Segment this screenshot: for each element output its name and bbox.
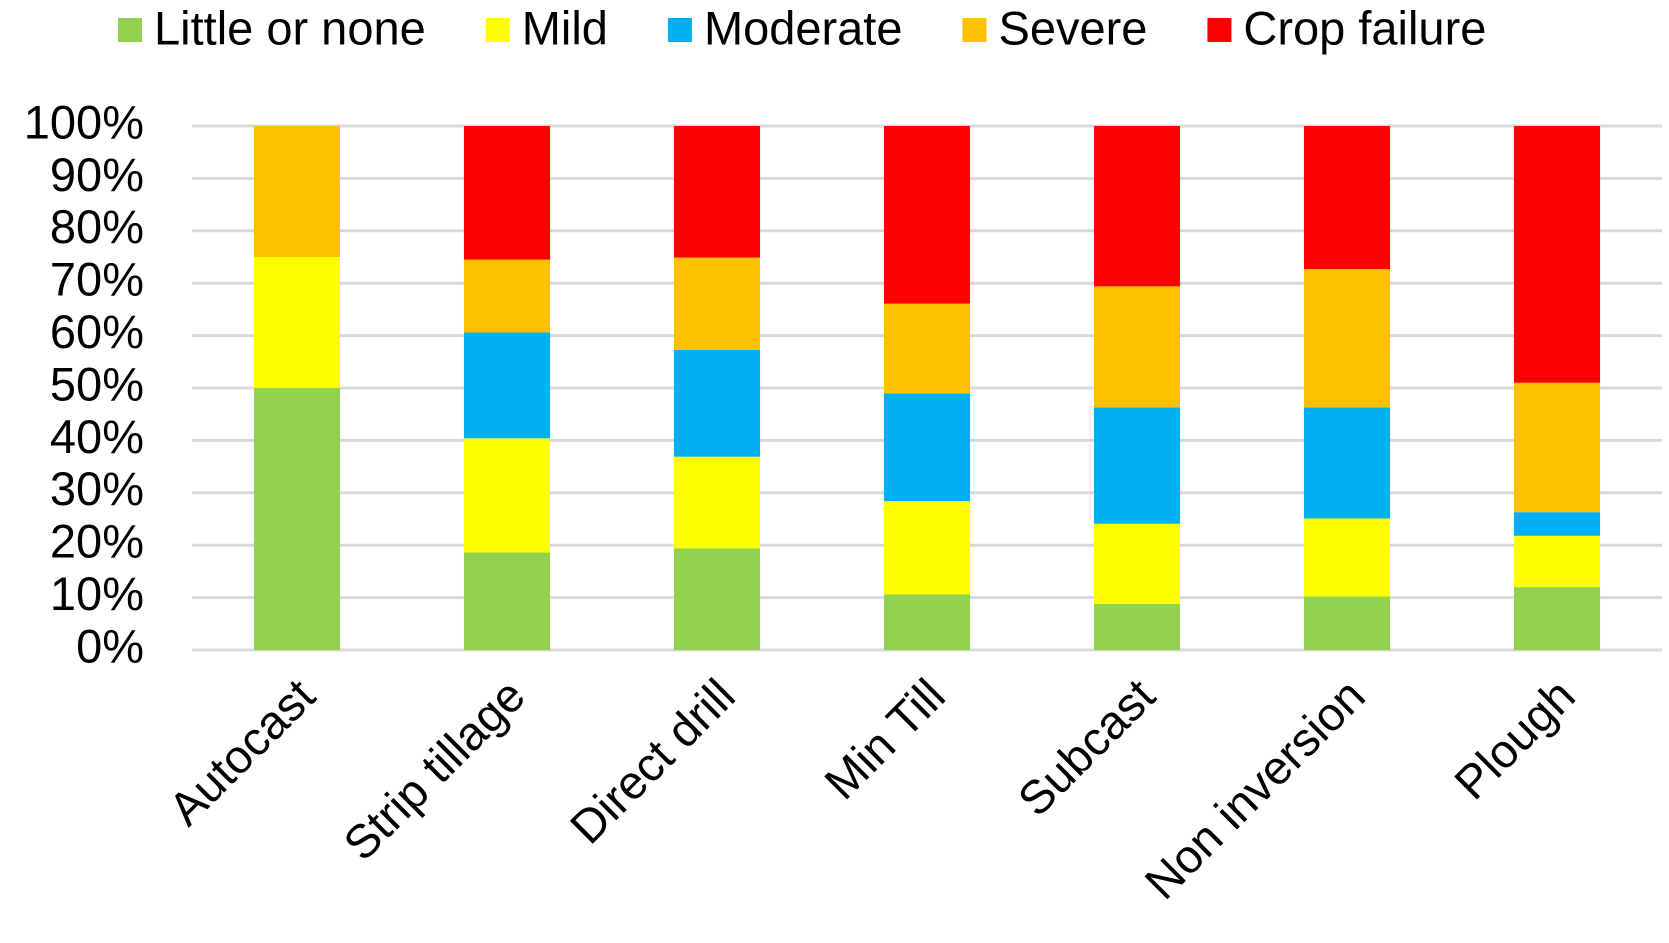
bar-segment — [1093, 407, 1181, 524]
legend-swatch — [485, 18, 510, 42]
y-tick-label: 20% — [50, 515, 144, 568]
y-tick-label: 60% — [50, 305, 144, 358]
bar-segment — [673, 126, 761, 258]
x-tick-label: Plough — [1444, 668, 1585, 809]
bar-segment — [1513, 535, 1601, 588]
bar-segment — [883, 501, 971, 595]
legend-label: Mild — [522, 1, 608, 54]
legend-label: Crop failure — [1243, 1, 1486, 54]
legend-label: Moderate — [704, 1, 903, 54]
x-tick-label: Non inversion — [1134, 668, 1375, 909]
bar-segment — [1303, 126, 1391, 270]
bar-segment — [253, 388, 341, 650]
bar-segment — [1303, 407, 1391, 519]
bar-segment — [463, 552, 551, 650]
y-tick-label: 50% — [50, 357, 144, 410]
bar-segment — [883, 303, 971, 394]
bar-segment — [1513, 512, 1601, 536]
legend-label: Severe — [999, 1, 1148, 54]
bar-segment — [673, 456, 761, 549]
bar-segment — [883, 393, 971, 502]
bar-segment — [1513, 382, 1601, 513]
legend-swatch — [1207, 18, 1232, 42]
legend-swatch — [667, 18, 692, 42]
y-tick-label: 70% — [50, 253, 144, 306]
bar-segment — [1093, 523, 1181, 604]
bar-segment — [1093, 603, 1181, 650]
bar-segment — [253, 126, 341, 257]
x-tick-label: Subcast — [1007, 668, 1165, 826]
bar-segment — [673, 548, 761, 650]
bar-segment — [1303, 518, 1391, 597]
bar-segment — [463, 438, 551, 553]
legend-label: Little or none — [154, 1, 426, 54]
x-tick-label: Min Till — [814, 668, 955, 809]
bar-segment — [1093, 286, 1181, 408]
bar-segment — [463, 332, 551, 439]
y-tick-label: 40% — [50, 410, 144, 463]
legend-swatch — [962, 18, 987, 42]
bar-segment — [1303, 269, 1391, 408]
x-tick-label: Direct drill — [560, 668, 745, 853]
bar-segment — [253, 257, 341, 388]
bar-segment — [673, 257, 761, 350]
bar-segment — [883, 126, 971, 304]
bar-segment — [1513, 587, 1601, 650]
bar-segment — [463, 259, 551, 333]
bar-segment — [883, 594, 971, 650]
y-tick-label: 30% — [50, 462, 144, 515]
y-tick-label: 100% — [24, 95, 144, 148]
legend-swatch — [118, 18, 142, 42]
y-tick-label: 80% — [50, 200, 144, 253]
y-tick-label: 90% — [50, 148, 144, 201]
x-tick-label: Autocast — [158, 668, 325, 835]
bar-segment — [673, 349, 761, 457]
bar-segment — [1303, 596, 1391, 650]
y-tick-label: 0% — [76, 619, 144, 672]
bar-segment — [1513, 126, 1601, 383]
bar-segment — [463, 126, 551, 260]
y-tick-label: 10% — [50, 567, 144, 620]
x-tick-label: Strip tillage — [333, 668, 535, 870]
bar-segment — [1093, 126, 1181, 287]
